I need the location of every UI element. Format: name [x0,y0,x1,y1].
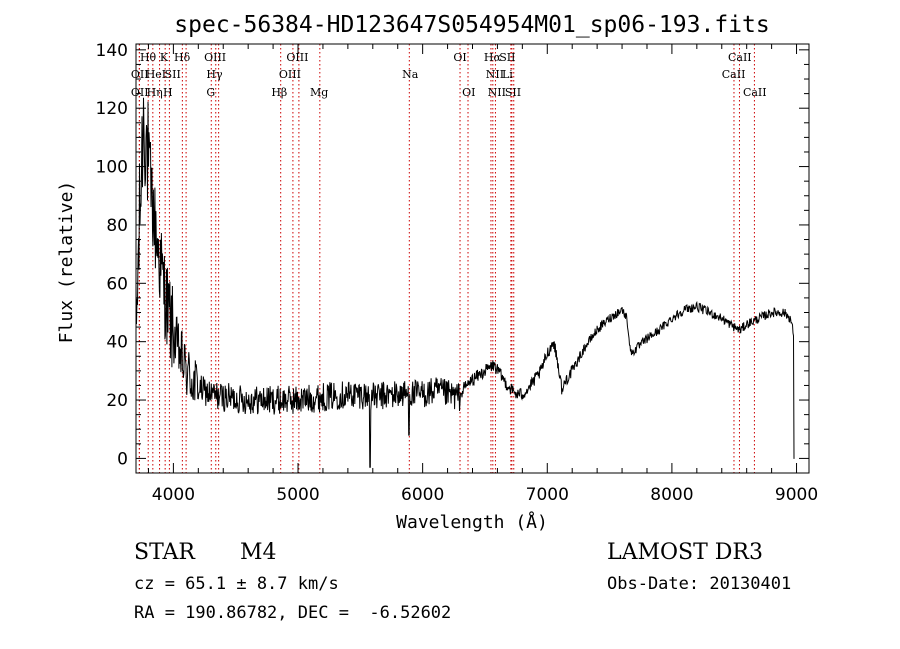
y-tick-label: 0 [117,449,128,469]
object-subclass: M4 [240,540,277,565]
spectral-line-label: NII [486,68,504,81]
observation-date: Obs-Date: 20130401 [607,574,792,594]
spectral-line-label: K [160,51,169,64]
spectral-line-label: Hγ [206,68,223,81]
spectral-line-label: Na [402,68,419,81]
spectral-line-label: CaII [743,86,767,99]
y-axis-label: Flux (relative) [56,181,77,344]
x-tick-label: 5000 [276,485,319,505]
spectral-line-label: SII [499,51,515,64]
spectrum-line [135,97,795,468]
spectral-line-label: H [163,86,173,99]
spectral-line-label: OII [131,68,149,81]
x-tick-label: 8000 [650,485,693,505]
x-tick-label: 6000 [401,485,444,505]
x-axis-label: Wavelength (Å) [396,511,548,533]
spectral-line-label: OIII [286,51,308,64]
object-class: STAR [134,540,195,565]
spectral-line-label: CaII [728,51,752,64]
chart-title: spec-56384-HD123647S054954M01_sp06-193.f… [174,12,769,38]
x-tick-label: 4000 [152,485,195,505]
spectral-line-label: OI [453,51,466,64]
spectral-line-label: SII [505,86,521,99]
spectral-line-label: CaII [722,68,746,81]
y-tick-label: 100 [96,158,128,178]
y-tick-label: 40 [106,333,128,353]
y-tick-label: 80 [106,216,128,236]
x-tick-label: 7000 [526,485,569,505]
spectral-line-label: OIII [204,51,226,64]
plot-frame [135,43,810,474]
spectral-line-label: HeI [146,68,166,81]
y-tick-label: 140 [96,41,128,61]
spectral-line-label: NII [488,86,506,99]
survey-name: LAMOST DR3 [607,540,763,565]
spectral-line-label: Hβ [271,86,287,99]
x-tick-label: 9000 [775,485,818,505]
spectral-line-label: OIII [279,68,301,81]
coordinates: RA = 190.86782, DEC = -6.52602 [134,603,452,623]
spectral-line-label: Hα [484,51,502,64]
spectral-line-label: OII [131,86,149,99]
y-tick-label: 120 [96,99,128,119]
spectral-line-label: OI [462,86,475,99]
spectral-line-label: Hη [147,86,163,99]
y-tick-label: 20 [106,391,128,411]
spectral-line-label: Hδ [174,51,191,64]
spectral-line-label: G [206,86,215,99]
spectral-line-label: SII [165,68,181,81]
y-tick-label: 60 [106,274,128,294]
spectral-line-label: Hθ [140,51,157,64]
spectral-line-label: Li [502,68,513,81]
redshift-value: cz = 65.1 ± 8.7 km/s [134,574,339,594]
spectral-line-label: Mg [310,86,328,99]
